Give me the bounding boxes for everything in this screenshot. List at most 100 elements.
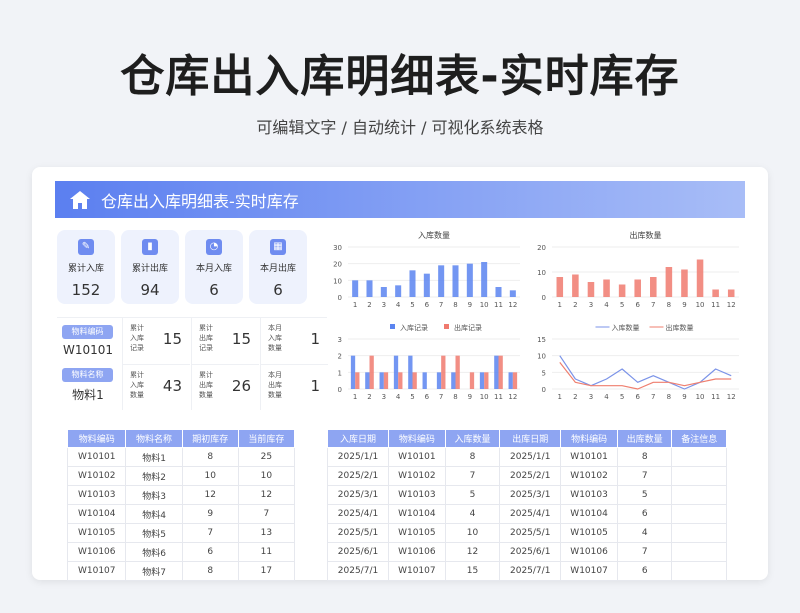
detail-cell: 累计入库数量 43 xyxy=(122,364,190,410)
table-cell[interactable]: 2025/4/1 xyxy=(499,504,562,524)
x-tick-label: 1 xyxy=(558,393,562,401)
table-cell[interactable]: W10105 xyxy=(560,523,618,543)
table-cell[interactable]: 8 xyxy=(444,447,501,467)
table-cell[interactable]: 12 xyxy=(444,542,501,562)
table-row: 2025/4/1 W10104 4 2025/4/1 W10104 6 xyxy=(327,504,727,524)
y-tick-label: 10 xyxy=(333,277,342,285)
table-cell[interactable]: 7 xyxy=(616,466,673,486)
bar-chart-icon: ▮ xyxy=(142,239,158,255)
table-cell[interactable]: W10101 xyxy=(387,447,446,467)
table-cell[interactable]: W10103 xyxy=(387,485,446,505)
table-cell[interactable]: W10106 xyxy=(66,542,127,562)
table-cell[interactable]: 2025/2/1 xyxy=(499,466,562,486)
x-tick-label: 11 xyxy=(494,301,503,309)
table-cell[interactable]: W10104 xyxy=(66,504,127,524)
table-row: W10106 物料6 6 11 xyxy=(66,542,296,562)
table-cell[interactable]: 12 xyxy=(181,485,239,505)
table-cell[interactable]: 物料7 xyxy=(125,561,183,581)
table-cell[interactable]: W10104 xyxy=(560,504,618,524)
table-cell[interactable]: 10 xyxy=(444,523,501,543)
bar xyxy=(603,279,610,297)
table-cell[interactable]: 2025/6/1 xyxy=(499,542,562,562)
table-cell[interactable]: 5 xyxy=(444,485,501,505)
table-cell[interactable]: 10 xyxy=(237,466,296,486)
detail-cell-value: 1 xyxy=(310,330,320,348)
table-row: W10102 物料2 10 10 xyxy=(66,466,296,486)
table-cell[interactable] xyxy=(671,447,727,467)
table-cell[interactable]: W10107 xyxy=(66,561,127,581)
table-cell[interactable]: 13 xyxy=(237,523,296,543)
table-cell[interactable]: W10106 xyxy=(560,542,618,562)
table-cell[interactable]: W10102 xyxy=(560,466,618,486)
table-cell[interactable]: 2025/2/1 xyxy=(327,466,389,486)
grid-icon: ▦ xyxy=(270,239,286,255)
pencil-icon: ✎ xyxy=(78,239,94,255)
table-cell[interactable] xyxy=(671,504,727,524)
table-cell[interactable]: W10105 xyxy=(387,523,446,543)
table-cell[interactable]: 10 xyxy=(181,466,239,486)
table-cell[interactable]: 物料4 xyxy=(125,504,183,524)
table-cell[interactable]: 2025/5/1 xyxy=(499,523,562,543)
table-cell[interactable]: 2025/3/1 xyxy=(327,485,389,505)
table-cell[interactable] xyxy=(671,523,727,543)
column-header: 物料名称 xyxy=(125,429,183,448)
x-tick-label: 10 xyxy=(696,301,705,309)
table-cell[interactable]: W10103 xyxy=(560,485,618,505)
table-cell[interactable]: 6 xyxy=(616,504,673,524)
table-cell[interactable]: 11 xyxy=(237,542,296,562)
table-cell[interactable]: 物料6 xyxy=(125,542,183,562)
table-cell[interactable] xyxy=(671,561,727,581)
page-title: 仓库出入库明细表-实时库存 xyxy=(120,51,680,102)
bar xyxy=(452,265,459,297)
table-cell[interactable]: 7 xyxy=(616,542,673,562)
table-cell[interactable]: W10107 xyxy=(387,561,446,581)
table-cell[interactable]: W10104 xyxy=(387,504,446,524)
table-cell[interactable]: 2025/4/1 xyxy=(327,504,389,524)
table-row: W10105 物料5 7 13 xyxy=(66,523,296,543)
x-tick-label: 7 xyxy=(439,301,443,309)
material-code-value[interactable]: W10101 xyxy=(62,343,114,357)
table-cell[interactable]: 25 xyxy=(237,447,296,467)
table-row: 2025/5/1 W10105 10 2025/5/1 W10105 4 xyxy=(327,523,727,543)
table-cell[interactable]: 2025/6/1 xyxy=(327,542,389,562)
table-cell[interactable]: 2025/7/1 xyxy=(327,561,389,581)
table-cell[interactable]: 2025/3/1 xyxy=(499,485,562,505)
table-cell[interactable]: W10102 xyxy=(66,466,127,486)
table-cell[interactable]: 7 xyxy=(444,466,501,486)
table-cell[interactable]: W10106 xyxy=(387,542,446,562)
table-cell[interactable]: 12 xyxy=(237,485,296,505)
table-cell[interactable]: 9 xyxy=(181,504,239,524)
table-cell[interactable]: 2025/7/1 xyxy=(499,561,562,581)
table-cell[interactable]: W10107 xyxy=(560,561,618,581)
table-cell[interactable]: W10101 xyxy=(66,447,127,467)
table-cell[interactable]: W10105 xyxy=(66,523,127,543)
table-cell[interactable] xyxy=(671,466,727,486)
detail-cell: 累计出库记录 15 xyxy=(191,318,259,364)
table-cell[interactable]: 4 xyxy=(444,504,501,524)
bar xyxy=(498,355,503,389)
table-cell[interactable]: 8 xyxy=(181,447,239,467)
table-cell[interactable]: 8 xyxy=(181,561,239,581)
table-cell[interactable]: 5 xyxy=(616,485,673,505)
table-cell[interactable]: W10102 xyxy=(387,466,446,486)
table-cell[interactable] xyxy=(671,542,727,562)
table-cell[interactable]: 4 xyxy=(616,523,673,543)
table-cell[interactable]: 物料1 xyxy=(125,447,183,467)
table-cell[interactable]: 物料5 xyxy=(125,523,183,543)
table-cell[interactable]: 6 xyxy=(616,561,673,581)
table-cell[interactable]: 2025/1/1 xyxy=(499,447,562,467)
table-cell[interactable]: 8 xyxy=(616,447,673,467)
table-cell[interactable]: 17 xyxy=(237,561,296,581)
table-cell[interactable]: 15 xyxy=(444,561,501,581)
table-cell[interactable]: W10103 xyxy=(66,485,127,505)
table-cell[interactable]: 7 xyxy=(237,504,296,524)
table-cell[interactable] xyxy=(671,485,727,505)
table-cell[interactable]: 6 xyxy=(181,542,239,562)
table-cell[interactable]: W10101 xyxy=(560,447,618,467)
table-cell[interactable]: 物料3 xyxy=(125,485,183,505)
table-cell[interactable]: 物料2 xyxy=(125,466,183,486)
table-cell[interactable]: 2025/5/1 xyxy=(327,523,389,543)
detail-cell-label: 累计出库记录 xyxy=(199,324,213,352)
table-cell[interactable]: 2025/1/1 xyxy=(327,447,389,467)
table-cell[interactable]: 7 xyxy=(181,523,239,543)
